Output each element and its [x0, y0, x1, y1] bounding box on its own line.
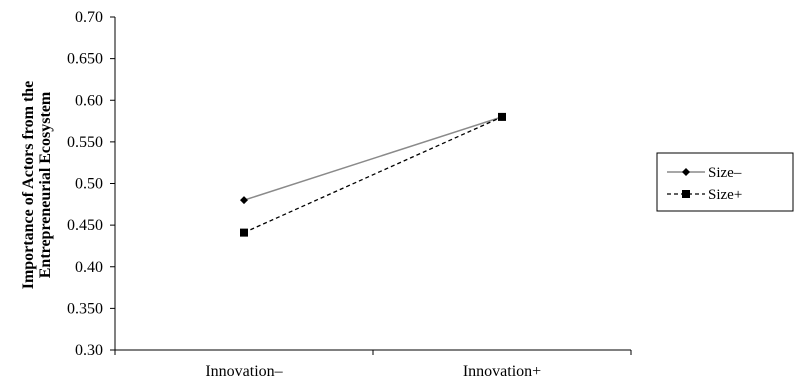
y-tick-label: 0.50: [75, 176, 103, 193]
data-point-legend-1: [682, 168, 690, 176]
y-axis-label: Importance of Actors from the Entreprene…: [20, 81, 54, 290]
y-axis-label-line-2: Entrepreneurial Ecosystem: [37, 91, 54, 278]
legend-label-1: Size–: [708, 165, 742, 181]
series-line-2: [243, 116, 503, 234]
data-point-legend-2: [682, 190, 690, 198]
y-tick-label: 0.350: [67, 300, 103, 317]
y-tick-label: 0.450: [67, 217, 103, 234]
series-layer: [240, 112, 506, 237]
y-axis-label-line-1: Importance of Actors from the: [20, 81, 37, 290]
legend-label-2: Size+: [708, 187, 742, 203]
legend: Size– Size+: [656, 152, 794, 212]
data-point-2-2: [498, 112, 506, 121]
x-tick-label: Innovation–: [205, 363, 283, 379]
series-line-1: [243, 116, 503, 201]
x-tick-label: Innovation+: [463, 363, 541, 379]
y-tick-label: 0.30: [75, 342, 103, 359]
y-tick-label: 0.70: [75, 9, 103, 26]
legend-box: [656, 152, 794, 212]
data-point-2-1: [240, 228, 248, 237]
y-tick-label: 0.650: [67, 51, 103, 68]
y-tick-label: 0.60: [75, 92, 103, 109]
y-ticks: 0.30 0.350 0.40 0.450 0.50 0.550 0.60 0.650 0.70: [67, 9, 115, 359]
y-tick-label: 0.550: [67, 134, 103, 151]
data-point-1-1: [240, 196, 248, 205]
x-ticks: Innovation– Innovation+: [114, 350, 632, 380]
y-tick-label: 0.40: [75, 259, 103, 276]
